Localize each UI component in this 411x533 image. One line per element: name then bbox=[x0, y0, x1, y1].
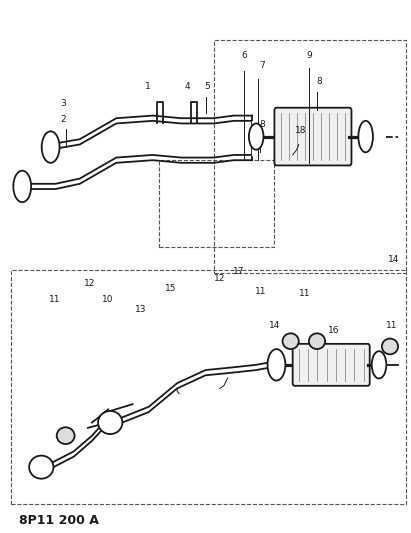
Text: 8P11 200 A: 8P11 200 A bbox=[19, 514, 99, 527]
Text: 10: 10 bbox=[102, 295, 114, 304]
Text: 14: 14 bbox=[269, 321, 280, 330]
Ellipse shape bbox=[282, 333, 299, 349]
Text: 11: 11 bbox=[254, 287, 266, 296]
Text: 4: 4 bbox=[185, 82, 190, 91]
Text: 8: 8 bbox=[316, 77, 322, 86]
FancyBboxPatch shape bbox=[293, 344, 370, 386]
Ellipse shape bbox=[13, 171, 31, 202]
Ellipse shape bbox=[42, 131, 60, 163]
Ellipse shape bbox=[98, 411, 122, 434]
Text: 3: 3 bbox=[60, 99, 66, 108]
Text: 7: 7 bbox=[259, 61, 265, 70]
Ellipse shape bbox=[29, 456, 53, 479]
FancyBboxPatch shape bbox=[275, 108, 351, 165]
Text: 9: 9 bbox=[306, 51, 312, 60]
Ellipse shape bbox=[358, 121, 373, 152]
Text: 13: 13 bbox=[135, 305, 146, 314]
Text: 15: 15 bbox=[165, 284, 177, 293]
Ellipse shape bbox=[57, 427, 74, 444]
Text: 12: 12 bbox=[84, 279, 96, 288]
Text: 16: 16 bbox=[328, 326, 339, 335]
Text: 11: 11 bbox=[299, 289, 311, 298]
Text: 1: 1 bbox=[145, 82, 151, 91]
Text: 12: 12 bbox=[214, 274, 225, 282]
Ellipse shape bbox=[372, 351, 386, 378]
Text: 8: 8 bbox=[259, 120, 265, 129]
Text: 6: 6 bbox=[241, 51, 247, 60]
Text: 11: 11 bbox=[386, 321, 398, 330]
Text: 11: 11 bbox=[49, 295, 60, 304]
Text: 14: 14 bbox=[388, 255, 400, 264]
Text: 5: 5 bbox=[205, 82, 210, 91]
Ellipse shape bbox=[382, 338, 398, 354]
Text: 17: 17 bbox=[233, 267, 245, 276]
Ellipse shape bbox=[249, 124, 263, 150]
Ellipse shape bbox=[268, 349, 285, 381]
Text: 18: 18 bbox=[295, 126, 307, 135]
Text: 2: 2 bbox=[60, 115, 66, 124]
Ellipse shape bbox=[309, 333, 325, 349]
